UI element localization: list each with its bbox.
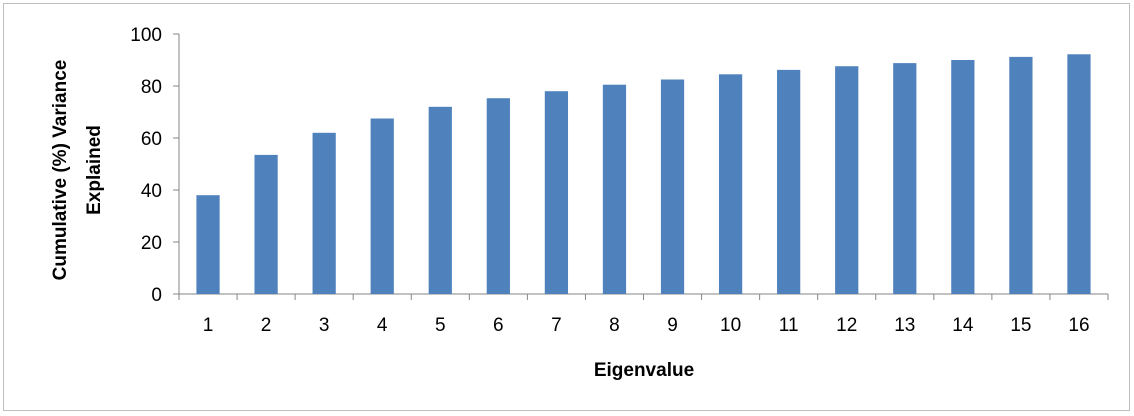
bar: [718, 74, 743, 294]
x-tick-label: 14: [952, 315, 974, 336]
bar: [893, 63, 917, 295]
x-tick-label: 8: [609, 315, 620, 336]
bar: [428, 106, 452, 294]
x-tick-label: 16: [1068, 315, 1089, 336]
x-tick-label: 13: [894, 315, 915, 336]
x-tick-label: 1: [203, 315, 214, 336]
x-tick-label: 11: [779, 315, 799, 336]
x-tick-label: 3: [319, 315, 330, 336]
bar: [370, 118, 394, 294]
bar: [1067, 54, 1091, 294]
x-tick-label: 6: [493, 315, 504, 336]
y-axis: 0 20 40 60 80 100: [130, 25, 180, 306]
bar: [951, 60, 975, 294]
x-tick-label: 12: [836, 315, 857, 336]
bar: [312, 132, 336, 294]
x-tick-label: 5: [435, 315, 446, 336]
bar: [602, 84, 627, 294]
bar: [254, 154, 278, 294]
bars: [196, 54, 1091, 295]
x-tick-label: 10: [720, 315, 741, 336]
bar: [1009, 56, 1033, 294]
y-tick-label: 100: [130, 25, 162, 46]
bar: [544, 91, 569, 294]
x-tick-label: 7: [551, 315, 562, 336]
x-axis-title: Eigenvalue: [594, 360, 694, 381]
x-tick-label: 2: [261, 315, 272, 336]
y-axis-title-line-2: Explained: [84, 125, 105, 215]
bar: [660, 79, 685, 294]
y-axis-title-group: Cumulative (%) Variance Explained: [50, 60, 105, 281]
bar: [486, 98, 510, 294]
y-axis-title-line-1: Cumulative (%) Variance: [50, 60, 71, 281]
y-tick-label: 80: [141, 77, 162, 98]
bar: [777, 69, 801, 294]
x-tick-label: 4: [377, 315, 388, 336]
bar: [196, 195, 220, 294]
x-tick-label: 15: [1010, 315, 1031, 336]
y-tick-label: 60: [141, 129, 162, 150]
bar: [835, 66, 859, 295]
x-axis: 1 2 3 4 5 6 7 8 9 10 11 12 13 14 15 16: [178, 293, 1109, 336]
y-tick-label: 40: [141, 181, 162, 202]
x-tick-label: 9: [667, 315, 678, 336]
y-tick-label: 0: [151, 285, 162, 306]
y-tick-label: 20: [141, 233, 162, 254]
